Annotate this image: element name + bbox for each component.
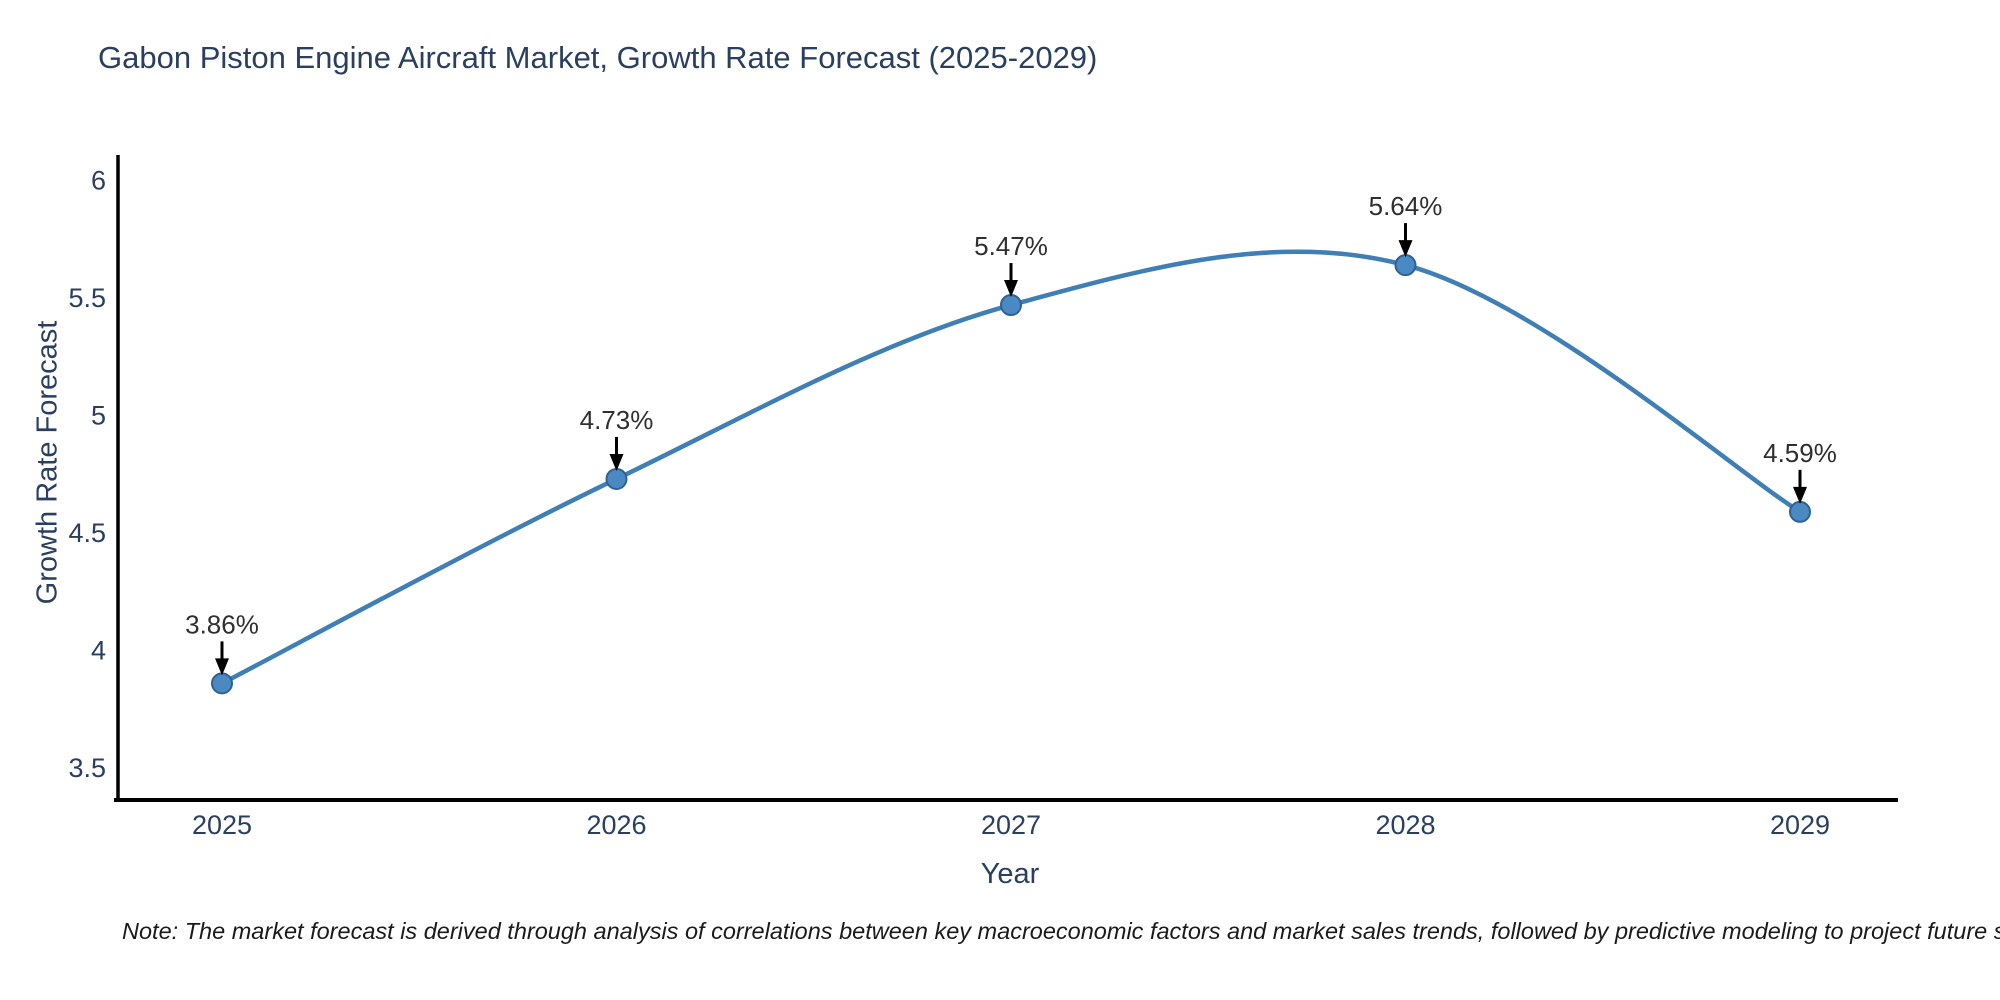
annotation-arrowhead — [1398, 240, 1413, 258]
point-annotation: 5.47% — [974, 231, 1048, 261]
data-point-marker[interactable] — [1394, 254, 1417, 277]
y-tick-label: 5 — [91, 401, 106, 431]
annotation-arrowhead — [1793, 486, 1807, 504]
x-axis-title: Year — [980, 858, 1040, 890]
data-point-marker[interactable] — [1789, 500, 1811, 523]
point-annotation: 3.86% — [185, 609, 259, 639]
x-tick-label: 2027 — [981, 810, 1041, 840]
y-tick-label: 4 — [91, 636, 106, 666]
annotation-arrowhead — [1004, 280, 1018, 298]
x-tick-label: 2029 — [1770, 810, 1830, 840]
y-tick-label: 6 — [91, 166, 106, 196]
x-tick-label: 2025 — [192, 810, 252, 840]
data-point-marker[interactable] — [605, 467, 628, 490]
point-annotation: 5.64% — [1369, 191, 1443, 221]
data-point-marker[interactable] — [211, 672, 233, 695]
x-tick-label: 2026 — [586, 810, 646, 840]
y-axis-title: Growth Rate Forecast — [31, 320, 64, 605]
point-annotation: 4.59% — [1763, 438, 1837, 468]
chart-title: Gabon Piston Engine Aircraft Market, Gro… — [98, 40, 1098, 75]
forecast-line — [220, 249, 1802, 686]
y-tick-label: 5.5 — [68, 283, 106, 313]
y-tick-label: 4.5 — [68, 518, 106, 548]
annotation-arrowhead — [609, 453, 624, 471]
data-point-marker[interactable] — [1000, 294, 1022, 317]
annotation-arrowhead — [215, 658, 229, 676]
point-annotation: 4.73% — [580, 405, 654, 435]
x-tick-label: 2028 — [1375, 810, 1435, 840]
footnote: Note: The market forecast is derived thr… — [122, 918, 2000, 944]
y-tick-label: 3.5 — [68, 753, 106, 783]
